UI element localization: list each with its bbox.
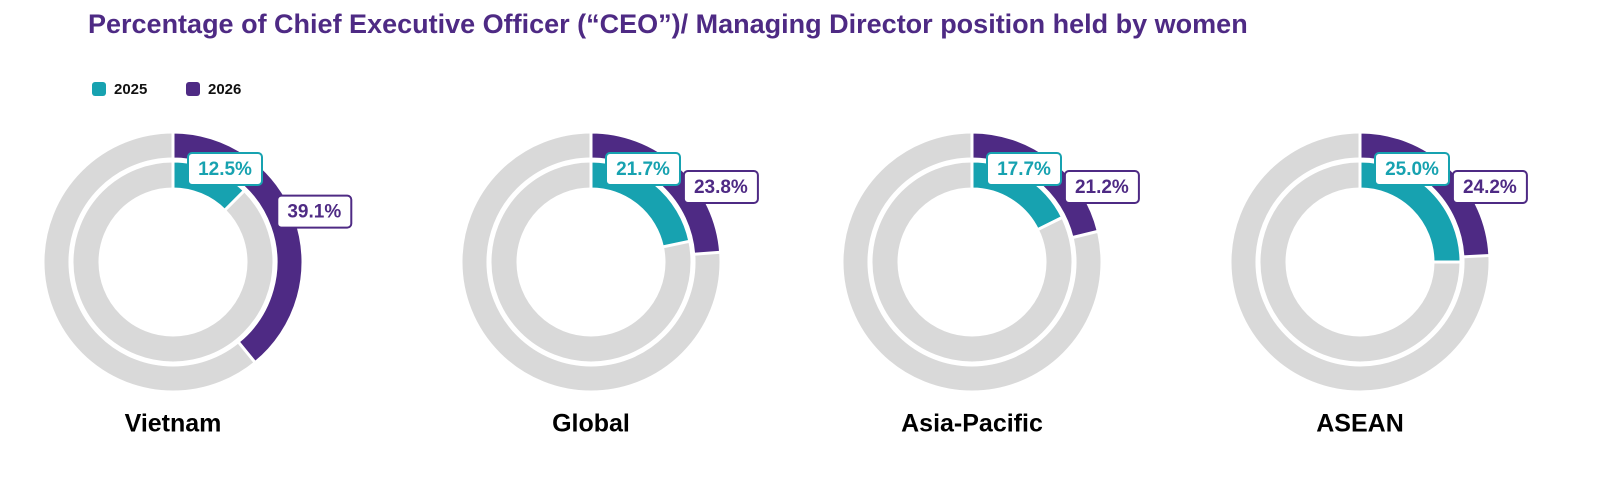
value-label: 21.7% (616, 159, 670, 180)
value-label: 21.2% (1075, 177, 1129, 198)
value-label: 25.0% (1385, 159, 1439, 180)
category-label: Vietnam (125, 410, 222, 438)
value-label-box (682, 170, 759, 204)
value-label: 24.2% (1463, 177, 1517, 198)
value-label-box (1063, 170, 1140, 204)
value-label-box (1451, 170, 1528, 204)
value-label-box (1374, 152, 1450, 186)
chart-title: Percentage of Chief Executive Officer (“… (88, 9, 1248, 39)
value-label-box (605, 152, 681, 186)
category-label: Asia-Pacific (901, 410, 1043, 438)
ring-track (70, 159, 276, 365)
legend-label: 2026 (208, 81, 241, 98)
value-label-box (187, 152, 263, 186)
category-label: ASEAN (1316, 410, 1404, 438)
value-label-box (276, 194, 353, 229)
value-label-box (986, 152, 1062, 186)
value-label: 39.1% (287, 202, 341, 223)
legend-swatch (92, 82, 106, 96)
legend-swatch (186, 82, 200, 96)
legend-label: 2025 (114, 81, 147, 98)
value-label: 23.8% (694, 177, 748, 198)
category-label: Global (552, 410, 630, 438)
value-label: 12.5% (198, 159, 252, 180)
donut-segment (171, 130, 305, 365)
value-label: 17.7% (997, 159, 1051, 180)
